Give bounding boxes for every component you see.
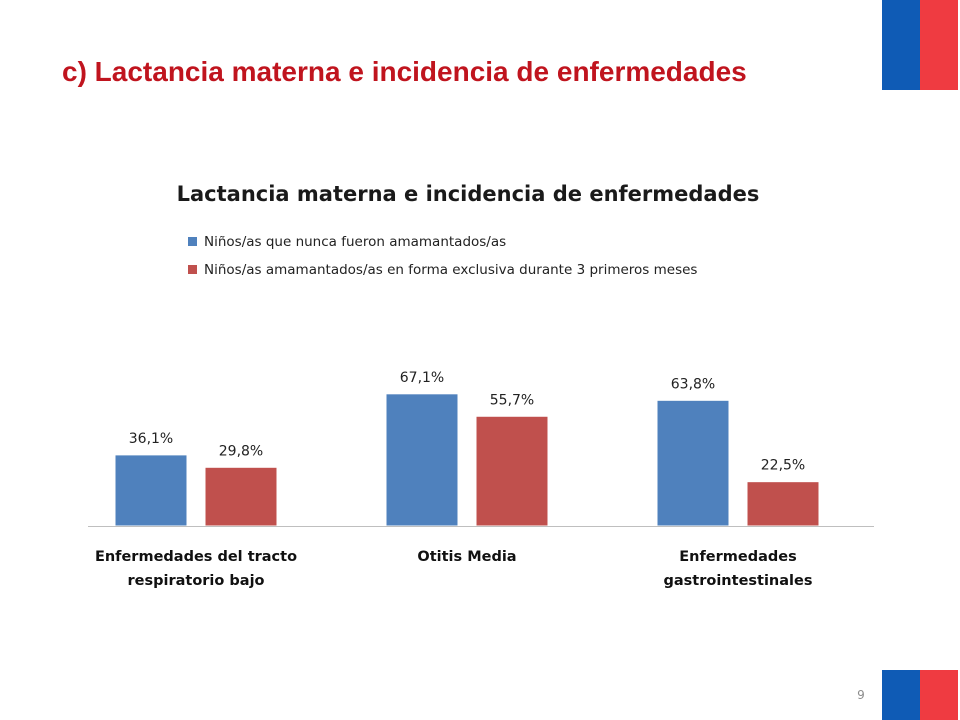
chile-flag-stripes-top — [882, 0, 958, 90]
bar-1-category-1 — [114, 454, 188, 527]
legend-label-2: Niños/as amamantados/as en forma exclusi… — [204, 262, 697, 278]
bar-2-category-1 — [204, 466, 278, 527]
data-label-2-category-1: 29,8% — [219, 443, 263, 459]
category-label-1: respiratorio bajo — [127, 573, 264, 589]
legend-label-1: Niños/as que nunca fueron amamantados/as — [204, 234, 506, 250]
category-labels: Enfermedades del tracto respiratorio bajo… — [95, 549, 813, 589]
category-label-3: gastrointestinales — [664, 573, 813, 589]
category-label-2: Otitis Media — [417, 549, 516, 565]
legend-swatch-2 — [188, 265, 197, 274]
chart-bars: 36,1% 29,8% 67,1% 55,7% 63,8% 22,5% — [114, 370, 820, 527]
page-number: 9 — [857, 688, 865, 702]
bar-1-category-2 — [385, 393, 459, 527]
category-label-1: Enfermedades del tracto — [95, 549, 297, 565]
flag-blue-stripe — [882, 670, 920, 720]
category-label-3: Enfermedades — [679, 549, 796, 565]
chile-flag-stripes-bottom — [882, 670, 958, 720]
data-label-2-category-2: 55,7% — [490, 392, 534, 408]
bar-2-category-2 — [475, 415, 549, 527]
chart-legend: Niños/as que nunca fueron amamantados/as… — [188, 234, 697, 278]
data-label-2-category-3: 22,5% — [761, 458, 805, 474]
flag-red-stripe — [920, 0, 958, 90]
bar-1-category-3 — [656, 399, 730, 527]
slide-title: c) Lactancia materna e incidencia de enf… — [62, 56, 747, 87]
data-label-1-category-1: 36,1% — [129, 431, 173, 447]
legend-swatch-1 — [188, 237, 197, 246]
data-label-1-category-3: 63,8% — [671, 376, 715, 392]
data-label-1-category-2: 67,1% — [400, 370, 444, 386]
chart-title: Lactancia materna e incidencia de enferm… — [177, 182, 760, 206]
bar-2-category-3 — [746, 481, 820, 527]
flag-red-stripe — [920, 670, 958, 720]
flag-blue-stripe — [882, 0, 920, 90]
